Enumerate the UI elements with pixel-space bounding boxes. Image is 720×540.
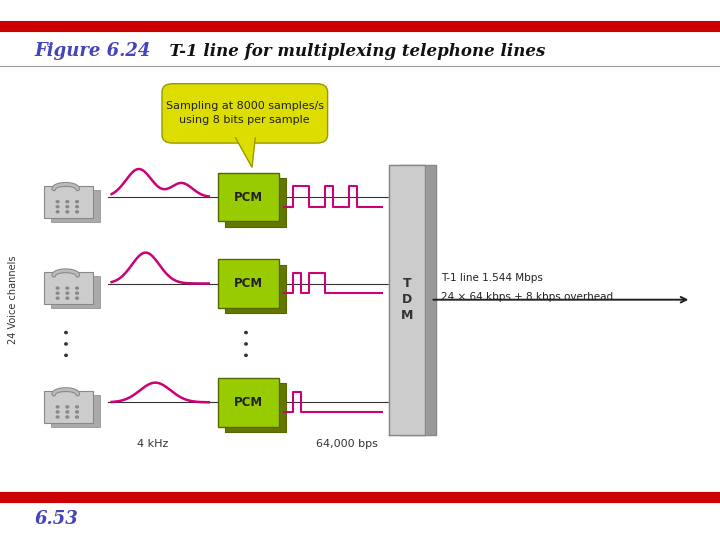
Circle shape xyxy=(66,416,68,418)
Text: • • •: • • • xyxy=(62,328,75,358)
FancyBboxPatch shape xyxy=(44,186,93,218)
FancyBboxPatch shape xyxy=(225,383,287,432)
Circle shape xyxy=(76,292,78,294)
Circle shape xyxy=(56,416,59,418)
Circle shape xyxy=(76,211,78,213)
Circle shape xyxy=(56,406,59,408)
Circle shape xyxy=(66,292,68,294)
FancyBboxPatch shape xyxy=(217,173,279,221)
Text: PCM: PCM xyxy=(234,396,263,409)
Circle shape xyxy=(56,297,59,299)
Circle shape xyxy=(66,406,68,408)
Circle shape xyxy=(76,297,78,299)
Circle shape xyxy=(76,201,78,202)
Text: 24 × 64 kbps + 8 kbps overhead: 24 × 64 kbps + 8 kbps overhead xyxy=(441,292,613,302)
Text: 6.53: 6.53 xyxy=(35,510,78,529)
Circle shape xyxy=(56,206,59,208)
Circle shape xyxy=(76,416,78,418)
Text: • • •: • • • xyxy=(242,328,255,358)
FancyBboxPatch shape xyxy=(44,272,93,304)
FancyBboxPatch shape xyxy=(225,178,287,227)
Circle shape xyxy=(56,201,59,202)
FancyBboxPatch shape xyxy=(217,378,279,427)
Text: Figure 6.24: Figure 6.24 xyxy=(35,42,151,60)
Text: T-1 line 1.544 Mbps: T-1 line 1.544 Mbps xyxy=(441,273,542,283)
Circle shape xyxy=(76,411,78,413)
Text: T-1 line for multiplexing telephone lines: T-1 line for multiplexing telephone line… xyxy=(158,43,546,60)
Polygon shape xyxy=(234,135,256,167)
Circle shape xyxy=(76,287,78,289)
Circle shape xyxy=(56,287,59,289)
Text: Sampling at 8000 samples/s
using 8 bits per sample: Sampling at 8000 samples/s using 8 bits … xyxy=(166,102,324,125)
Circle shape xyxy=(66,287,68,289)
Circle shape xyxy=(56,292,59,294)
Circle shape xyxy=(66,201,68,202)
Text: 4 kHz: 4 kHz xyxy=(138,440,168,449)
FancyBboxPatch shape xyxy=(217,259,279,308)
Text: T
D
M: T D M xyxy=(400,277,413,322)
Circle shape xyxy=(56,211,59,213)
Circle shape xyxy=(56,411,59,413)
FancyBboxPatch shape xyxy=(51,190,100,222)
Text: PCM: PCM xyxy=(234,277,263,290)
Text: 64,000 bps: 64,000 bps xyxy=(317,440,378,449)
FancyBboxPatch shape xyxy=(51,395,100,427)
FancyBboxPatch shape xyxy=(225,265,287,313)
Circle shape xyxy=(66,297,68,299)
FancyBboxPatch shape xyxy=(162,84,328,143)
Circle shape xyxy=(66,411,68,413)
Text: 24 Voice channels: 24 Voice channels xyxy=(8,255,18,344)
Circle shape xyxy=(76,406,78,408)
FancyBboxPatch shape xyxy=(44,391,93,423)
Circle shape xyxy=(66,211,68,213)
Circle shape xyxy=(66,206,68,208)
Text: PCM: PCM xyxy=(234,191,263,204)
Circle shape xyxy=(76,206,78,208)
Polygon shape xyxy=(400,165,436,435)
FancyBboxPatch shape xyxy=(51,276,100,308)
Polygon shape xyxy=(389,165,425,435)
